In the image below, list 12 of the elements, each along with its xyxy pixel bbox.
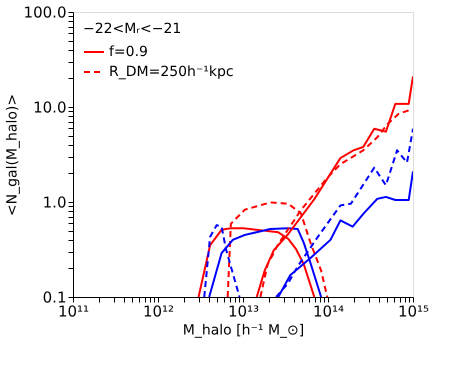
y-tick-label: 100.0 — [24, 4, 66, 22]
y-axis-title: <N_gal(M_halo)> — [4, 94, 21, 216]
y-tick-label: 1.0 — [42, 194, 66, 212]
x-axis-title: M_halo [h⁻¹ M_⊙] — [182, 322, 304, 338]
x-tick-label: 10¹² — [142, 302, 174, 320]
y-tick-label: 10.0 — [33, 98, 66, 116]
x-tick-label: 10¹⁵ — [398, 302, 430, 320]
x-tick-label: 10¹³ — [228, 302, 260, 320]
legend-label: f=0.9 — [109, 44, 148, 60]
x-tick-label: 10¹⁴ — [312, 302, 344, 320]
legend-title: −22<Mᵣ<−21 — [83, 21, 182, 37]
legend-label: R_DM=250h⁻¹kpc — [109, 64, 234, 80]
